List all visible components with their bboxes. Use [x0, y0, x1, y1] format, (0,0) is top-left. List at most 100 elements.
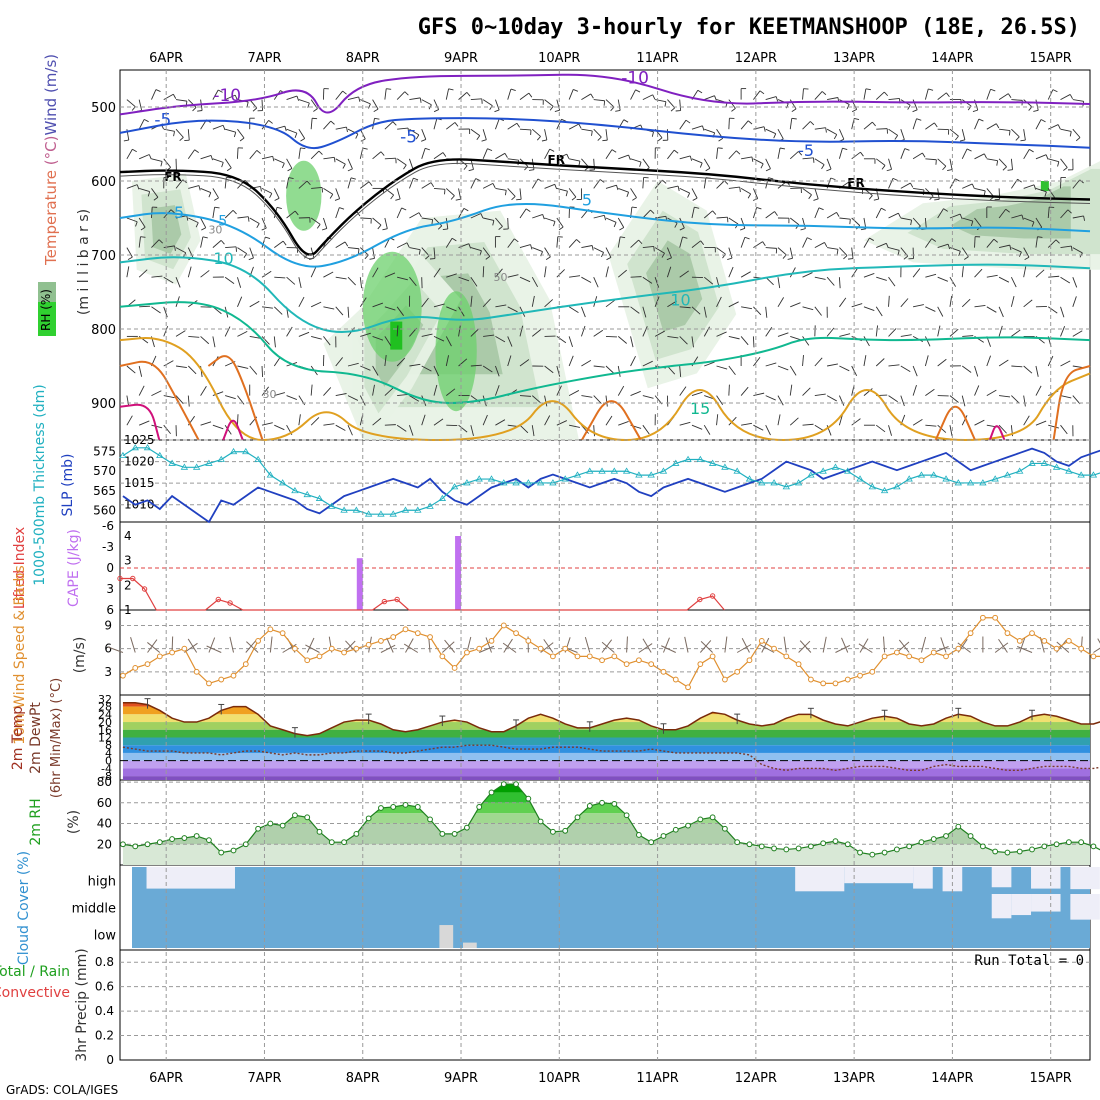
temp-tick: 0	[105, 755, 112, 768]
surface-wind-barb	[663, 637, 670, 653]
wind-barb	[912, 384, 917, 396]
wind-barb	[679, 236, 683, 248]
thickness-point	[168, 459, 176, 466]
rh-point	[500, 781, 507, 788]
surface-wind-barb	[485, 637, 492, 653]
wind-barb-flag	[214, 197, 219, 201]
wind-barb	[482, 247, 491, 257]
bottom-date-12APR: 12APR	[735, 1071, 777, 1086]
cloud-low-gap	[439, 925, 454, 948]
wind-barb-flag	[504, 153, 508, 158]
wind-barb	[310, 267, 317, 278]
wind-barb	[1060, 395, 1072, 399]
wind-barb	[409, 97, 421, 101]
wind-barb	[347, 362, 359, 367]
wind-barb-flag	[694, 206, 700, 209]
wind-barb-flag	[516, 122, 521, 128]
precip-panel: 00.20.40.60.8 Run Total = 0	[95, 953, 1090, 1067]
rh-point	[464, 824, 470, 831]
wind-barb	[335, 306, 344, 316]
contour-label: -10	[621, 68, 649, 88]
wind-barb-flag	[818, 207, 824, 211]
wind-barb-flag	[945, 92, 950, 98]
wind-barb-flag	[571, 196, 577, 201]
wind-barb-flag	[842, 147, 848, 151]
wind-barb	[470, 276, 478, 287]
wind-speed-point	[869, 668, 876, 675]
wind-barb	[1060, 158, 1068, 168]
wind-barb-flag	[407, 128, 410, 134]
wind-barb	[826, 158, 832, 170]
wind-barb-flag	[248, 257, 254, 261]
wind-barb-flag	[553, 221, 556, 227]
wind-barb	[925, 158, 937, 161]
wind-barb	[212, 188, 219, 199]
wind-barb-flag	[736, 150, 741, 155]
wind-speed-point	[1078, 645, 1085, 652]
contour-label: FR	[847, 176, 864, 190]
wind-speed-point	[685, 684, 691, 691]
thickness-point	[647, 471, 655, 478]
rh-point	[906, 843, 913, 850]
wind-barb	[163, 306, 168, 318]
thickness-point	[942, 475, 950, 482]
cloud-ylabel: Cloud Cover (%)	[16, 851, 32, 965]
rh-point	[611, 800, 618, 807]
wind-barb-flag	[1067, 209, 1072, 214]
wind-barb	[310, 150, 320, 160]
wind-barb-flag	[1033, 184, 1037, 190]
wind-barb-flag	[528, 92, 533, 98]
wind-barb	[151, 306, 161, 314]
wind-speed-point	[193, 668, 200, 675]
wind-barb	[581, 276, 592, 283]
surface-wind-barb	[724, 636, 728, 653]
wind-barb-flag	[566, 153, 570, 159]
wind-barb-flag	[296, 95, 300, 101]
dewpt-ylabel: 2m DewPt	[28, 702, 44, 774]
rh-point	[181, 835, 188, 841]
wind-barb	[188, 185, 200, 189]
wind-barb-flag	[972, 109, 978, 113]
wind-barb-flag	[287, 168, 293, 172]
wind-barb-flag	[554, 184, 558, 190]
wind-barb	[716, 365, 728, 370]
rh-point	[562, 827, 569, 834]
wind-barb	[876, 128, 888, 130]
wind-barb-flag	[791, 108, 797, 112]
wind-barb	[187, 247, 194, 258]
wind-barb	[1035, 154, 1047, 160]
wind-barb-flag	[172, 94, 177, 99]
wind-speed-point	[734, 668, 741, 675]
wind-barb	[470, 98, 482, 101]
wind-barb-flag	[475, 178, 481, 182]
wind-barb	[335, 393, 347, 397]
wind-barb	[163, 395, 175, 399]
wind-barb	[581, 395, 593, 398]
wind-barb-flag	[1007, 169, 1013, 171]
surface-wind-barb	[601, 641, 615, 653]
rh-point	[218, 849, 225, 856]
wind-speed-point	[341, 649, 347, 656]
temp-band	[122, 760, 1090, 769]
wind-barb	[225, 395, 236, 400]
wind-barb	[924, 88, 929, 100]
rh-point	[844, 841, 851, 848]
thickness-point	[1052, 463, 1061, 470]
rh-tick: 40	[97, 817, 112, 831]
slp-tick: 1025	[124, 433, 155, 447]
wind-barb	[581, 128, 593, 132]
wind-barb-flag	[307, 102, 310, 108]
wind-barb	[814, 306, 822, 316]
wind-barb	[765, 128, 776, 135]
wind-barb	[679, 365, 682, 377]
isotherm-15	[119, 301, 1091, 405]
wind-barb	[236, 147, 239, 159]
wind-barb	[765, 306, 768, 318]
wind-barb-flag	[947, 169, 953, 171]
wind-barb	[1047, 207, 1050, 219]
surface-wind-barb	[898, 639, 910, 653]
thickness-point	[500, 479, 508, 486]
thickness-point	[622, 467, 631, 474]
wind-barb	[397, 276, 408, 281]
surface-wind-barb	[306, 637, 315, 653]
